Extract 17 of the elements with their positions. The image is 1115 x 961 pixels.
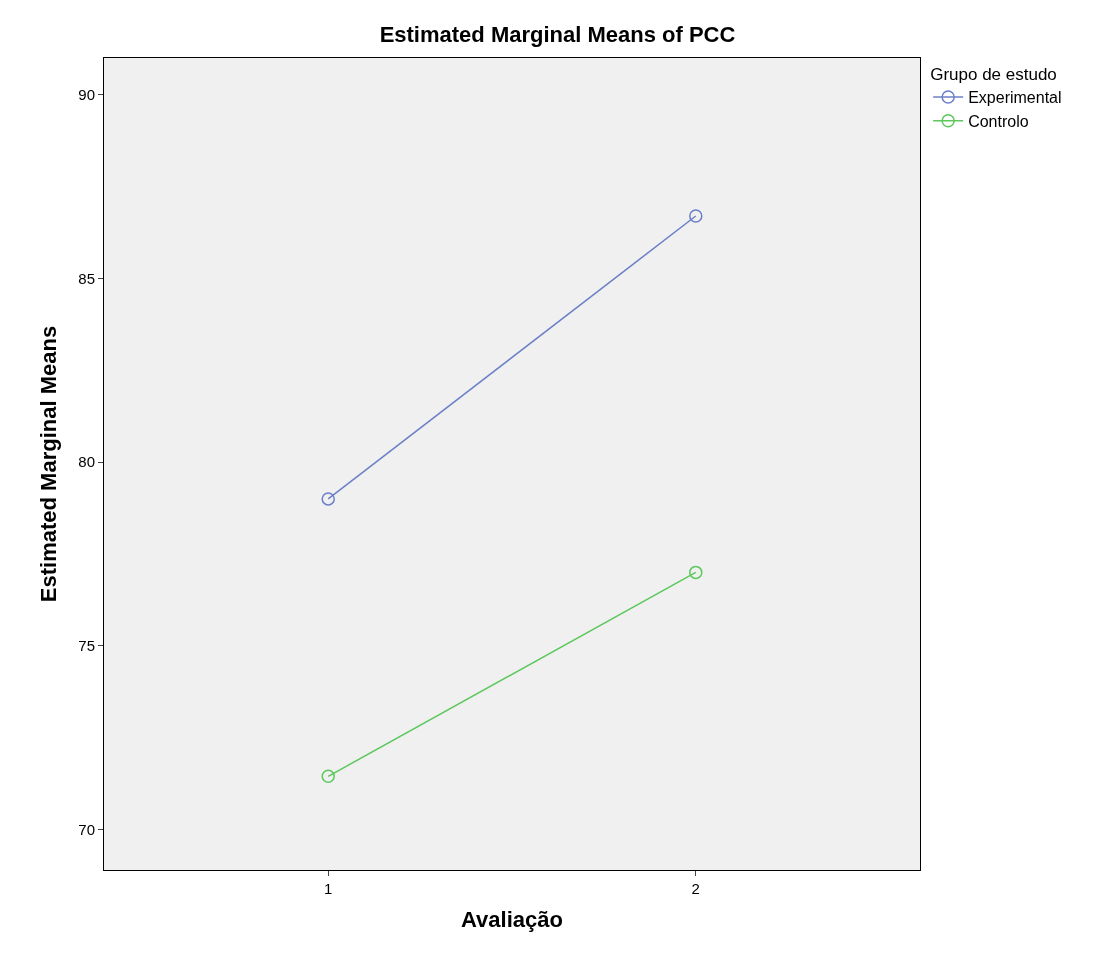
y-tick-label: 85 (78, 269, 95, 287)
legend-label: Experimental (968, 89, 1062, 107)
point (321, 769, 335, 784)
y-axis-title: Estimated Marginal Means (36, 325, 62, 603)
x-tick-label: 2 (691, 880, 700, 897)
chart-title: Estimated Marginal Means of PCC (379, 21, 736, 47)
y-tick-label: 75 (78, 637, 95, 655)
x-axis-title: Avaliação (461, 906, 563, 932)
point (321, 492, 335, 506)
legend-label: Controlo (968, 113, 1029, 131)
y-tick-label: 70 (78, 820, 95, 838)
point (689, 209, 703, 223)
y-tick-label: 80 (78, 453, 95, 471)
point (689, 565, 703, 580)
y-tick-label: 90 (78, 85, 95, 103)
x-tick-label: 1 (324, 880, 333, 897)
legend-title: Grupo de estudo (930, 65, 1057, 85)
